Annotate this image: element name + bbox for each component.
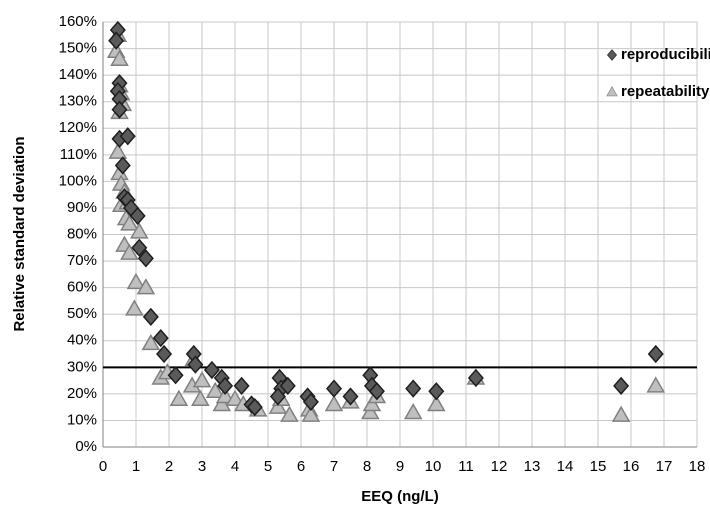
data-point xyxy=(611,405,631,422)
x-tick-label: 15 xyxy=(590,458,607,475)
y-tick-label: 70% xyxy=(67,252,97,269)
data-point xyxy=(192,371,212,388)
data-point xyxy=(203,360,220,380)
data-point xyxy=(136,278,156,295)
data-point xyxy=(108,31,125,50)
y-tick-label: 120% xyxy=(59,119,97,136)
x-tick-label: 7 xyxy=(330,458,338,475)
x-tick-label: 13 xyxy=(524,458,541,475)
data-point xyxy=(169,389,189,406)
data-point xyxy=(152,328,169,348)
y-tick-label: 150% xyxy=(59,40,97,57)
data-point xyxy=(368,382,385,401)
x-tick-label: 5 xyxy=(264,458,272,475)
x-tick-label: 16 xyxy=(623,458,640,475)
y-axis-title: Relative standard deviation xyxy=(11,136,28,331)
y-tick-label: 50% xyxy=(67,305,97,322)
y-tick-label: 90% xyxy=(67,199,97,216)
data-point xyxy=(269,387,286,406)
data-point xyxy=(233,376,250,396)
data-point xyxy=(137,249,154,268)
y-tick-label: 110% xyxy=(60,146,97,163)
data-point xyxy=(301,405,321,422)
data-point xyxy=(130,222,149,239)
data-point xyxy=(108,142,128,159)
data-point xyxy=(467,368,484,388)
legend-marker xyxy=(607,49,617,61)
data-point xyxy=(342,387,359,406)
x-tick-label: 8 xyxy=(363,458,371,475)
data-point xyxy=(111,100,128,119)
data-point xyxy=(326,379,342,398)
data-point xyxy=(114,156,131,175)
x-tick-label: 0 xyxy=(99,458,107,475)
data-point xyxy=(246,398,263,417)
x-tick-label: 11 xyxy=(458,458,474,475)
data-point xyxy=(141,333,161,351)
x-tick-label: 17 xyxy=(656,458,673,475)
x-axis-title: EEQ (ng/L) xyxy=(361,488,439,505)
y-tick-label: 40% xyxy=(67,332,97,349)
data-point xyxy=(167,366,184,385)
data-point xyxy=(362,394,382,412)
data-point xyxy=(120,214,139,231)
y-tick-label: 20% xyxy=(67,385,97,402)
data-point xyxy=(212,394,232,412)
data-point xyxy=(129,206,146,226)
x-tick-label: 2 xyxy=(165,458,173,475)
data-point xyxy=(142,307,159,326)
data-point xyxy=(302,392,319,411)
data-point xyxy=(120,243,139,260)
data-point xyxy=(205,381,225,398)
y-tick-label: 30% xyxy=(67,358,97,375)
y-tick-label: 80% xyxy=(67,225,97,242)
data-point xyxy=(646,376,666,393)
data-point xyxy=(217,376,234,396)
legend-label: repeatability xyxy=(621,83,710,100)
legend-marker xyxy=(606,86,618,97)
data-point xyxy=(125,299,144,316)
y-tick-label: 60% xyxy=(67,279,97,296)
data-point xyxy=(403,402,423,420)
x-tick-label: 4 xyxy=(231,458,239,475)
x-tick-label: 12 xyxy=(491,458,508,475)
legend-label: reproducibility xyxy=(621,46,710,63)
data-point xyxy=(119,127,136,146)
y-tick-label: 100% xyxy=(59,172,97,189)
data-point xyxy=(361,402,380,420)
y-tick-label: 130% xyxy=(59,93,97,110)
data-point xyxy=(405,379,422,398)
x-tick-label: 3 xyxy=(198,458,206,475)
x-tick-label: 10 xyxy=(425,458,442,475)
data-point xyxy=(428,382,445,401)
y-tick-label: 10% xyxy=(67,411,97,428)
x-tick-label: 18 xyxy=(689,458,706,475)
x-tick-label: 14 xyxy=(557,458,574,475)
x-tick-label: 6 xyxy=(297,458,305,475)
data-point xyxy=(191,389,210,406)
y-tick-label: 0% xyxy=(75,438,97,455)
data-point xyxy=(225,389,245,406)
data-point xyxy=(613,376,630,396)
data-point xyxy=(279,376,296,396)
data-point xyxy=(126,272,146,290)
data-point xyxy=(280,405,299,422)
data-point xyxy=(427,394,446,412)
data-point xyxy=(187,355,204,374)
y-tick-label: 140% xyxy=(59,66,97,83)
y-tick-label: 160% xyxy=(59,13,97,30)
data-point xyxy=(647,344,664,364)
data-point xyxy=(215,387,235,404)
data-point xyxy=(156,344,173,364)
x-tick-label: 9 xyxy=(396,458,404,475)
data-point xyxy=(110,49,129,66)
data-point xyxy=(131,238,148,257)
data-point xyxy=(324,394,344,412)
x-tick-label: 1 xyxy=(132,458,140,475)
data-point xyxy=(268,397,288,414)
